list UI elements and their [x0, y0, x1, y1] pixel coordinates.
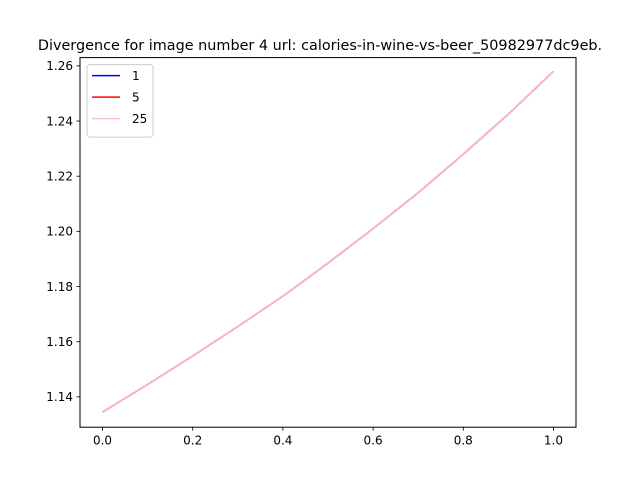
- x-tick-label: 0.2: [183, 434, 202, 448]
- series-line-25: [102, 70, 554, 413]
- chart-title: Divergence for image number 4 url: calor…: [38, 38, 602, 54]
- y-tick-label: 1.22: [46, 170, 73, 184]
- y-tick-label: 1.24: [46, 114, 73, 128]
- axis-ticks: 0.0 0.2 0.4 0.6 0.8 1.0 1.14 1.16 1.18 1.20 1.22 1.…: [46, 59, 563, 448]
- x-tick-label: 0.8: [454, 434, 473, 448]
- x-tick-label: 0.0: [93, 434, 112, 448]
- y-tick-label: 1.26: [46, 59, 73, 73]
- y-tick-label: 1.16: [46, 335, 73, 349]
- x-tick-label: 0.4: [273, 434, 292, 448]
- x-tick-label: 0.6: [364, 434, 383, 448]
- legend-label-25: 25: [132, 112, 147, 126]
- legend-label-1: 1: [132, 69, 140, 83]
- y-tick-label: 1.14: [46, 390, 73, 404]
- plot-area: [102, 70, 554, 413]
- x-tick-label: 1.0: [544, 434, 563, 448]
- y-tick-label: 1.20: [46, 225, 73, 239]
- y-tick-label: 1.18: [46, 280, 73, 294]
- axes-frame: [79, 57, 577, 428]
- legend-label-5: 5: [132, 90, 140, 104]
